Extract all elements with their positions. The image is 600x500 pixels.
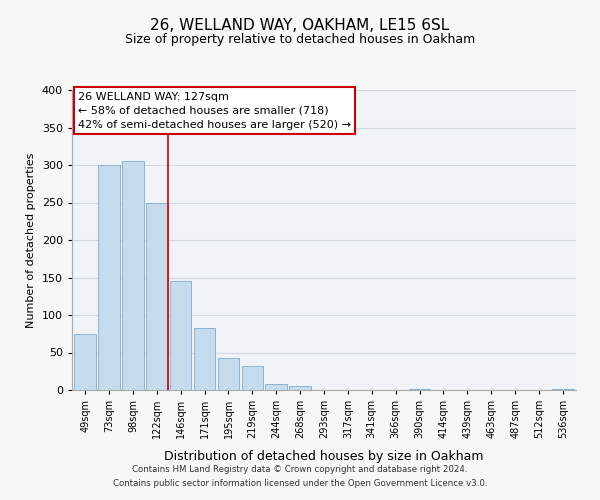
- Bar: [170, 281, 191, 390]
- X-axis label: Distribution of detached houses by size in Oakham: Distribution of detached houses by size …: [164, 450, 484, 462]
- Text: 26 WELLAND WAY: 127sqm
← 58% of detached houses are smaller (718)
42% of semi-de: 26 WELLAND WAY: 127sqm ← 58% of detached…: [78, 92, 351, 130]
- Text: Size of property relative to detached houses in Oakham: Size of property relative to detached ho…: [125, 32, 475, 46]
- Bar: [98, 165, 120, 390]
- Bar: [242, 366, 263, 390]
- Bar: [146, 202, 167, 390]
- Bar: [218, 358, 239, 390]
- Text: 26, WELLAND WAY, OAKHAM, LE15 6SL: 26, WELLAND WAY, OAKHAM, LE15 6SL: [151, 18, 449, 32]
- Y-axis label: Number of detached properties: Number of detached properties: [26, 152, 36, 328]
- Bar: [265, 384, 287, 390]
- Bar: [122, 161, 143, 390]
- Bar: [74, 334, 96, 390]
- Bar: [552, 388, 574, 390]
- Bar: [194, 328, 215, 390]
- Bar: [289, 386, 311, 390]
- Text: Contains HM Land Registry data © Crown copyright and database right 2024.
Contai: Contains HM Land Registry data © Crown c…: [113, 466, 487, 487]
- Bar: [409, 389, 430, 390]
